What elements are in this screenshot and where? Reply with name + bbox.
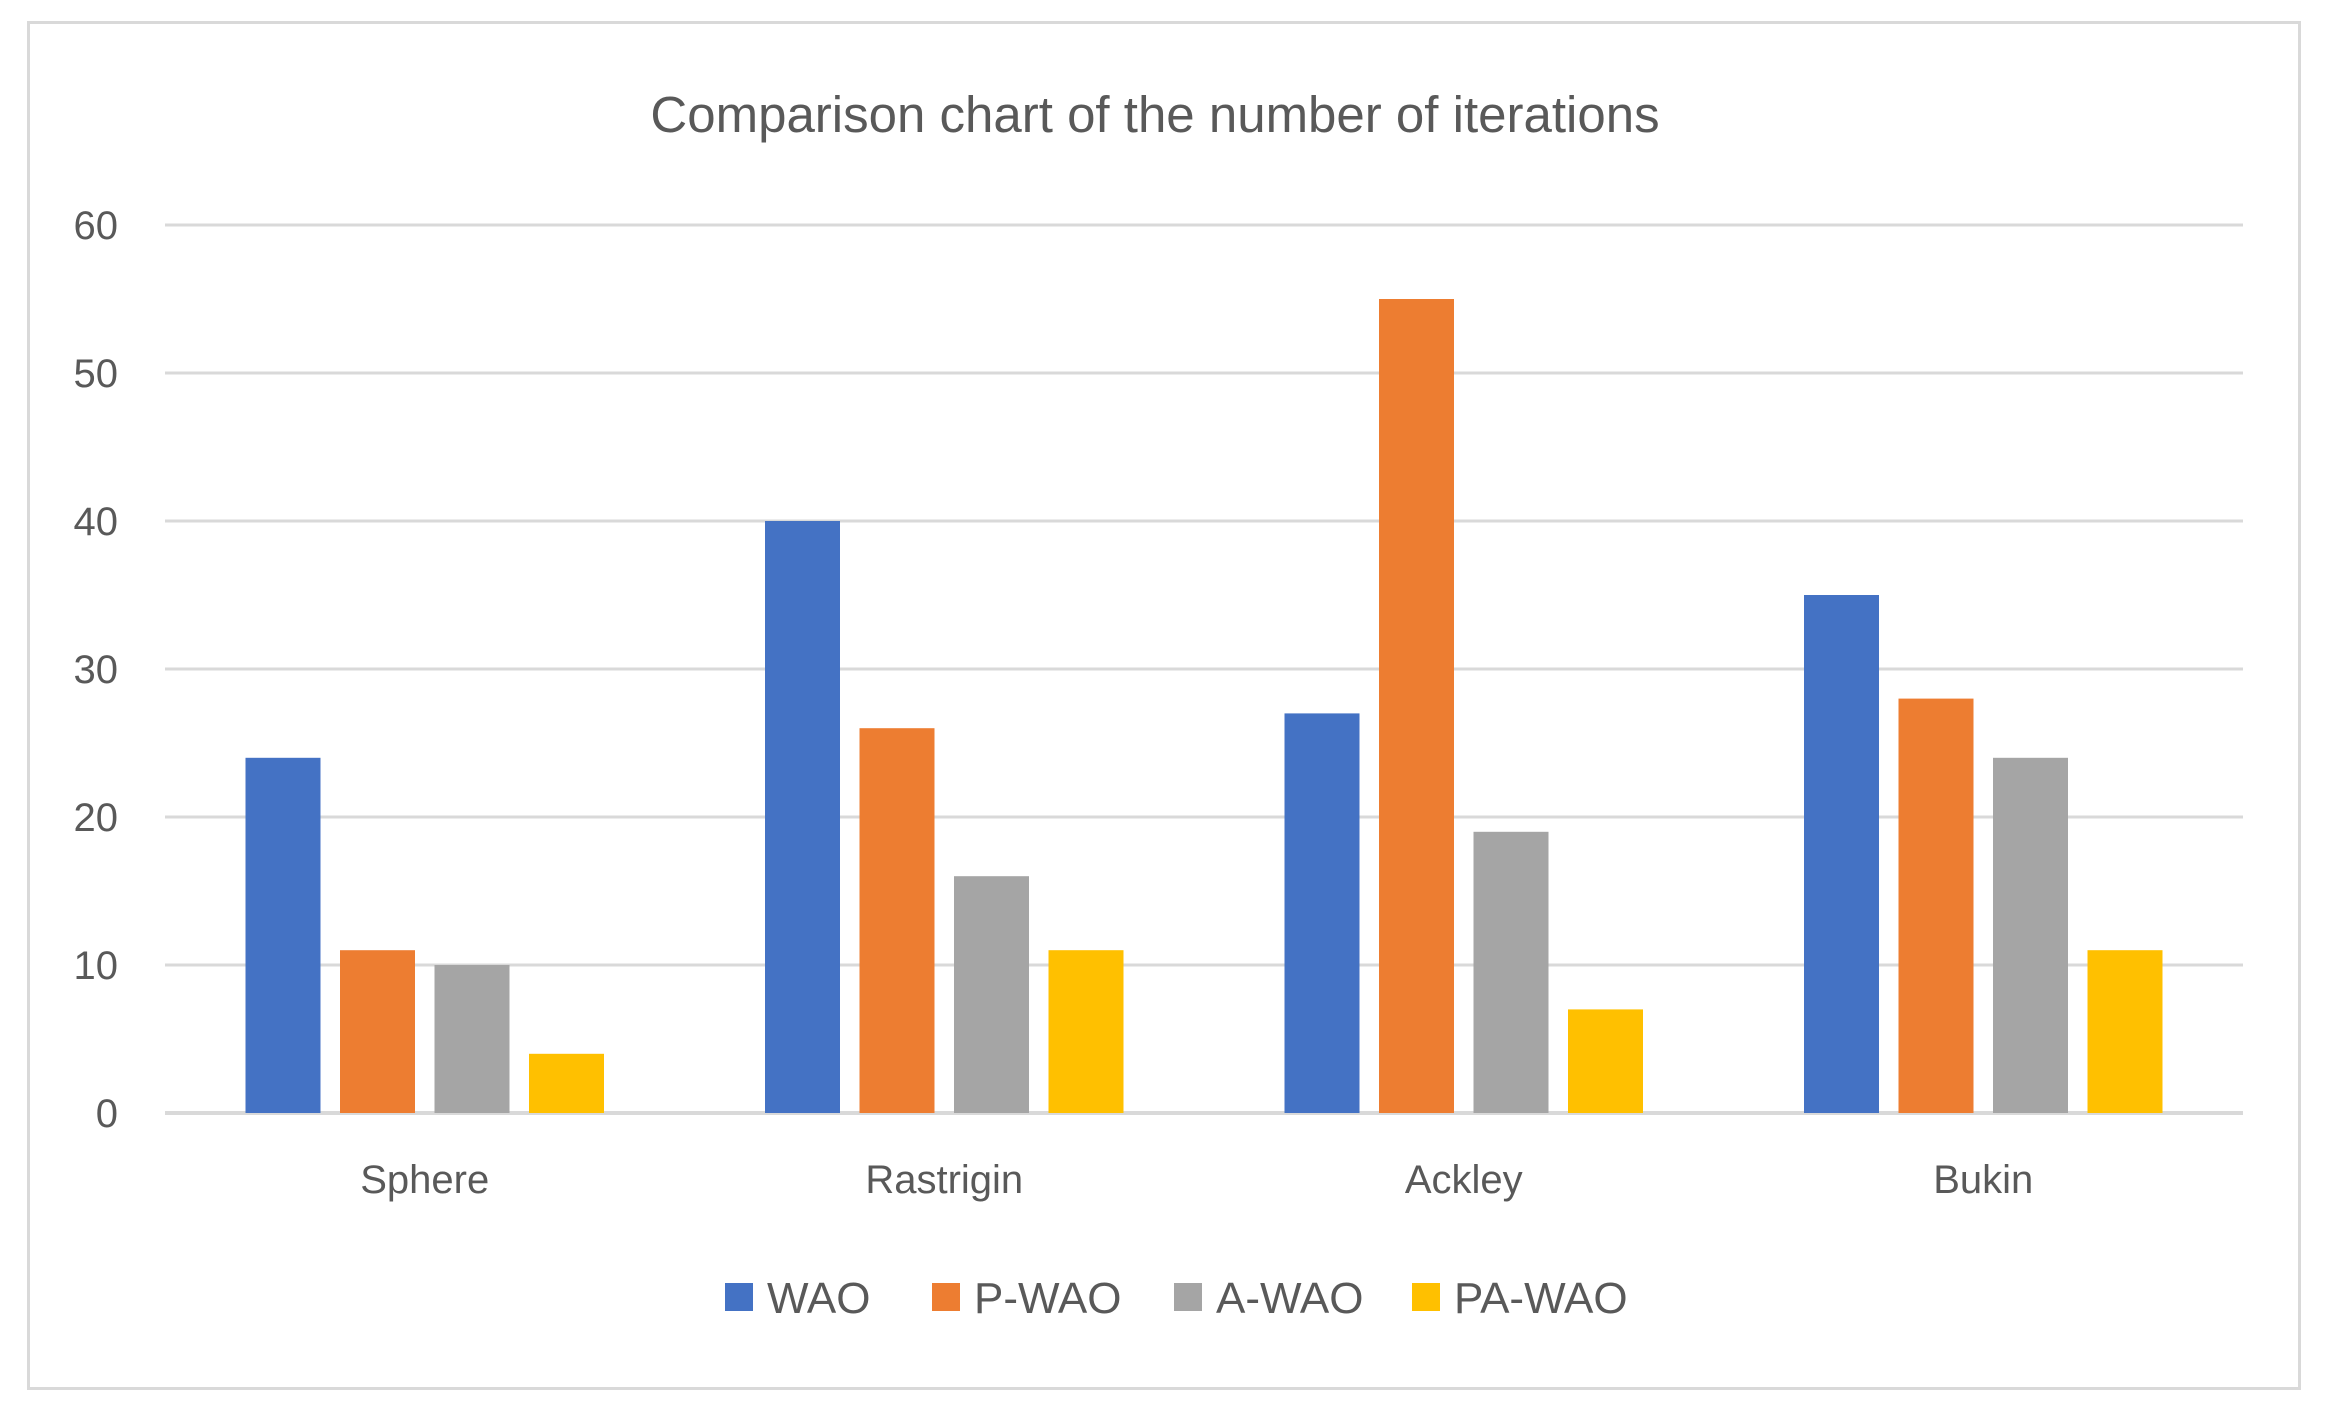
bars	[245, 299, 2163, 1113]
legend-swatch-wao	[725, 1283, 753, 1311]
legend-label-a-wao: A-WAO	[1216, 1274, 1363, 1323]
y-tick-label: 20	[74, 796, 119, 840]
gridlines	[165, 223, 2243, 1115]
y-tick-label: 40	[74, 500, 119, 544]
bar-p-wao-rastrigin	[859, 728, 935, 1113]
legend-label-wao: WAO	[767, 1274, 870, 1323]
y-tick-label: 60	[74, 204, 119, 248]
legend-swatch-a-wao	[1174, 1283, 1202, 1311]
bar-p-wao-bukin	[1898, 698, 1974, 1113]
x-tick-label: Sphere	[360, 1158, 489, 1202]
chart-title: Comparison chart of the number of iterat…	[650, 86, 1659, 143]
bar-p-wao-sphere	[340, 950, 415, 1113]
y-tick-label: 50	[74, 352, 119, 396]
legend-swatch-p-wao	[932, 1283, 960, 1311]
y-tick-label: 0	[96, 1092, 118, 1136]
y-axis-ticks: 0 10 20 30 40 50 60	[74, 204, 119, 1136]
y-tick-label: 30	[74, 648, 119, 692]
bar-wao-sphere	[245, 757, 321, 1113]
bar-pa-wao-rastrigin	[1048, 950, 1124, 1113]
bar-pa-wao-sphere	[529, 1053, 604, 1113]
bar-pa-wao-bukin	[2087, 950, 2163, 1113]
bar-pa-wao-ackley	[1568, 1009, 1643, 1113]
bar-p-wao-ackley	[1379, 299, 1454, 1113]
x-axis-ticks: Sphere Rastrigin Ackley Bukin	[360, 1158, 2033, 1202]
x-tick-label: Ackley	[1405, 1158, 1523, 1202]
bar-wao-bukin	[1804, 595, 1879, 1113]
bar-a-wao-sphere	[434, 965, 510, 1113]
y-tick-label: 10	[74, 944, 119, 988]
bar-a-wao-rastrigin	[954, 876, 1029, 1113]
legend-label-p-wao: P-WAO	[974, 1274, 1121, 1323]
x-tick-label: Rastrigin	[865, 1158, 1023, 1202]
bar-wao-rastrigin	[765, 521, 840, 1113]
x-tick-label: Bukin	[1933, 1158, 2033, 1202]
bar-a-wao-bukin	[1993, 757, 2068, 1113]
bar-a-wao-ackley	[1473, 831, 1549, 1113]
legend-label-pa-wao: PA-WAO	[1454, 1274, 1628, 1323]
bar-wao-ackley	[1284, 713, 1360, 1113]
legend: WAO P-WAO A-WAO PA-WAO	[725, 1274, 1628, 1323]
legend-swatch-pa-wao	[1412, 1283, 1440, 1311]
